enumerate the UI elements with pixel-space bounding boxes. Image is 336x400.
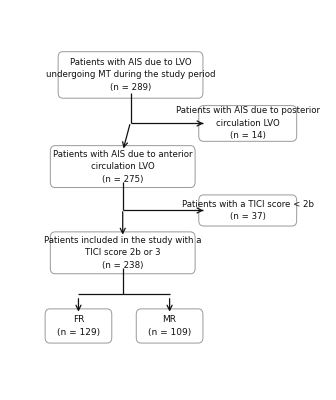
FancyBboxPatch shape xyxy=(136,309,203,343)
FancyBboxPatch shape xyxy=(45,309,112,343)
Text: Patients with AIS due to anterior
circulation LVO
(n = 275): Patients with AIS due to anterior circul… xyxy=(53,150,193,184)
FancyBboxPatch shape xyxy=(58,52,203,98)
Text: MR
(n = 109): MR (n = 109) xyxy=(148,315,191,337)
FancyBboxPatch shape xyxy=(50,146,195,188)
Text: FR
(n = 129): FR (n = 129) xyxy=(57,315,100,337)
Text: Patients with AIS due to posterior
circulation LVO
(n = 14): Patients with AIS due to posterior circu… xyxy=(176,106,320,140)
Text: Patients with AIS due to LVO
undergoing MT during the study period
(n = 289): Patients with AIS due to LVO undergoing … xyxy=(46,58,215,92)
Text: Patients with a TICI score < 2b
(n = 37): Patients with a TICI score < 2b (n = 37) xyxy=(182,200,314,221)
FancyBboxPatch shape xyxy=(199,106,297,141)
FancyBboxPatch shape xyxy=(50,232,195,274)
FancyBboxPatch shape xyxy=(199,195,297,226)
Text: Patients included in the study with a
TICI score 2b or 3
(n = 238): Patients included in the study with a TI… xyxy=(44,236,202,270)
